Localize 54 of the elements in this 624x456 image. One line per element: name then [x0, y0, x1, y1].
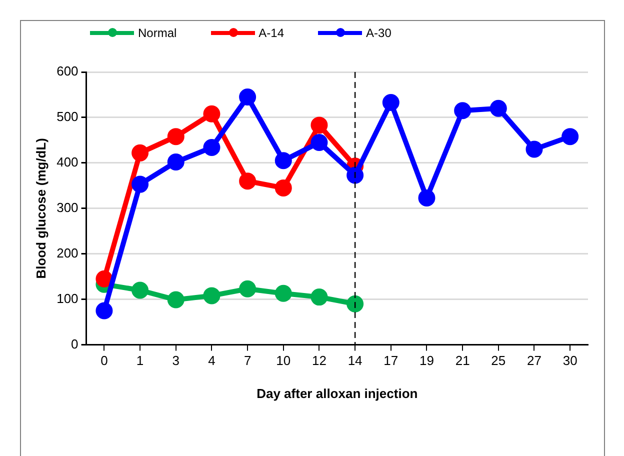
point: [346, 295, 364, 312]
point: [274, 152, 292, 170]
point: [203, 105, 220, 122]
point: [96, 270, 113, 288]
point: [167, 128, 184, 146]
point: [274, 284, 292, 302]
x-tick-label: 7: [244, 353, 252, 368]
y-tick-label: 200: [56, 245, 78, 260]
y-tick-label: 400: [56, 154, 78, 170]
point: [382, 94, 400, 111]
legend-label: A-14: [258, 26, 284, 40]
point: [132, 176, 149, 193]
point: [490, 100, 507, 117]
point: [203, 138, 220, 156]
point: [346, 166, 364, 184]
y-axis-title: Blood glucose (mg/dL): [33, 138, 48, 279]
x-axis-title: Day after alloxan injection: [256, 386, 418, 401]
x-tick-label: 27: [527, 353, 542, 368]
y-tick-label: 600: [56, 64, 78, 79]
point: [239, 88, 256, 106]
point: [274, 179, 292, 196]
point: [562, 128, 579, 146]
point: [167, 291, 184, 308]
x-tick-label: 0: [100, 353, 108, 368]
point: [418, 189, 436, 206]
point: [203, 287, 220, 304]
legend-label: A-30: [366, 26, 392, 40]
point: [239, 280, 256, 298]
x-tick-label: 10: [276, 353, 291, 368]
legend-label: Normal: [138, 26, 177, 40]
x-tick-label: 21: [455, 353, 470, 368]
point: [96, 302, 113, 320]
point: [310, 116, 328, 134]
y-tick-label: 500: [56, 109, 78, 124]
x-tick-label: 19: [420, 353, 434, 368]
x-tick-label: 12: [312, 353, 326, 368]
y-tick-label: 300: [56, 200, 78, 215]
y-tick-label: 0: [71, 336, 78, 352]
point: [526, 140, 543, 158]
x-tick-label: 1: [136, 353, 144, 368]
point: [310, 288, 328, 306]
point: [132, 282, 149, 299]
x-tick-label: 25: [491, 353, 506, 368]
point: [167, 154, 184, 171]
x-tick-label: 30: [562, 353, 578, 368]
x-tick-label: 4: [208, 353, 216, 368]
x-tick-label: 17: [384, 353, 398, 368]
x-tick-label: 14: [348, 353, 362, 368]
point: [454, 102, 472, 120]
point: [132, 144, 149, 162]
x-tick-label: 3: [172, 353, 180, 368]
y-tick-label: 100: [56, 290, 78, 306]
point: [310, 134, 328, 151]
point: [239, 172, 256, 190]
